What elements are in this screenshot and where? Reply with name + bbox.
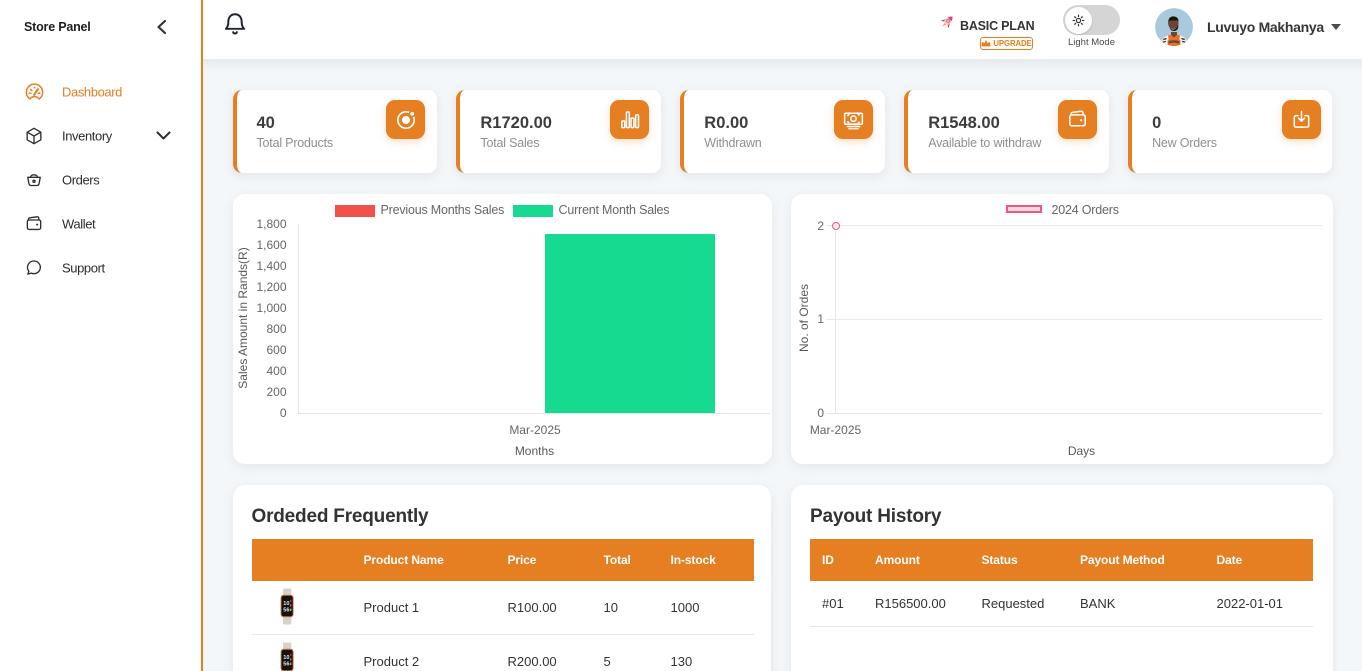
svg-text:56: 56: [283, 661, 289, 667]
svg-text:10: 10: [283, 600, 289, 606]
svg-text:56: 56: [283, 607, 289, 613]
svg-text:10: 10: [283, 654, 289, 660]
